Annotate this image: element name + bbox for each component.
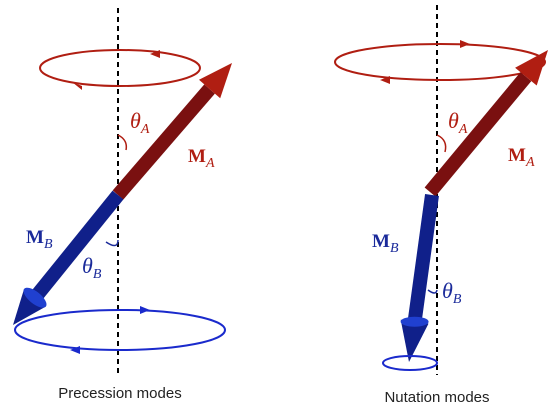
arrowhead-base bbox=[401, 317, 429, 327]
symbol: θ bbox=[448, 108, 459, 133]
m-b-label: MB bbox=[372, 231, 399, 256]
subscript: B bbox=[453, 292, 462, 307]
theta-a-label: θA bbox=[130, 108, 150, 137]
subscript: A bbox=[205, 156, 215, 171]
symbol: M bbox=[188, 146, 206, 167]
m-a-label: MA bbox=[508, 145, 535, 170]
angle-arc bbox=[428, 290, 437, 293]
symbol: M bbox=[372, 231, 390, 252]
subscript: B bbox=[93, 267, 102, 282]
angle-arc bbox=[118, 135, 126, 150]
symbol: M bbox=[508, 145, 526, 166]
symbol: θ bbox=[82, 253, 93, 278]
page: {"panels": [ {"theta_a": {"symbol": "θ",… bbox=[0, 0, 559, 413]
subscript: B bbox=[390, 241, 399, 256]
orbit-a bbox=[335, 44, 545, 80]
m-b-label: MB bbox=[26, 227, 53, 252]
subscript: A bbox=[458, 122, 468, 137]
m-a-label: MA bbox=[188, 146, 215, 171]
symbol: θ bbox=[130, 108, 141, 133]
caption: Precession modes bbox=[58, 385, 181, 402]
subscript: B bbox=[44, 237, 53, 252]
symbol: M bbox=[26, 227, 44, 248]
theta-b-label: θB bbox=[82, 253, 102, 282]
theta-b-label: θB bbox=[442, 278, 462, 307]
theta-a-label: θA bbox=[448, 108, 468, 137]
subscript: A bbox=[140, 122, 150, 137]
nutation-panel: θA MA MB θB Nutation modes bbox=[335, 5, 548, 406]
caption: Nutation modes bbox=[384, 389, 489, 406]
orbit-a bbox=[40, 50, 200, 86]
vector-a bbox=[430, 77, 526, 192]
vector-a bbox=[118, 89, 210, 195]
orbit-arrow bbox=[140, 306, 150, 314]
diagram: θA MA MB θB Precession modes θA MA MB θB… bbox=[0, 0, 559, 413]
vector-b bbox=[415, 195, 432, 322]
angle-arc bbox=[437, 135, 446, 152]
symbol: θ bbox=[442, 278, 453, 303]
subscript: A bbox=[525, 155, 535, 170]
precession-panel: θA MA MB θB Precession modes bbox=[13, 8, 232, 402]
orbit-b bbox=[15, 310, 225, 350]
orbit-arrow bbox=[460, 40, 470, 48]
angle-arc bbox=[106, 240, 118, 246]
